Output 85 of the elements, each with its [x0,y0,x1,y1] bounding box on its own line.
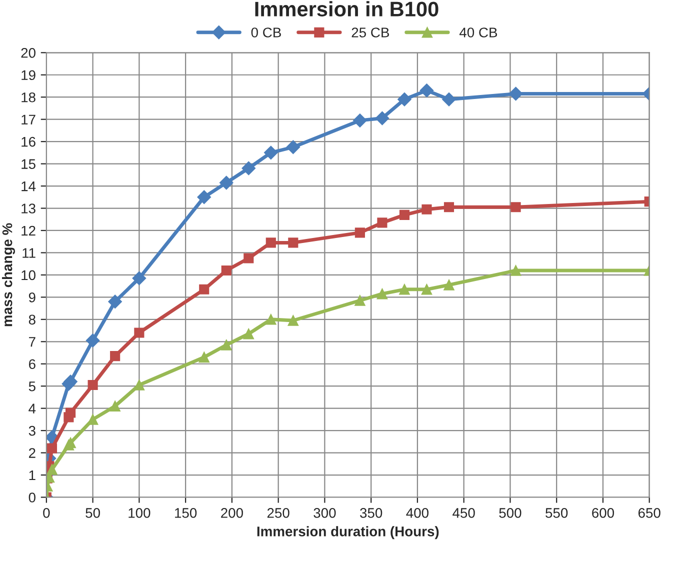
point [444,280,454,290]
y-tick-label: 6 [28,359,36,370]
y-tick-label: 4 [28,404,36,414]
y-tick-label: 18 [22,92,36,102]
point [354,295,366,306]
point [422,204,432,214]
point [510,265,522,276]
point [264,146,278,160]
x-tick-label: 450 [452,508,475,518]
x-tick-label: 250 [267,508,290,518]
x-tick-label: 300 [314,508,336,518]
point [377,218,388,228]
point [508,86,523,101]
point [110,351,120,362]
x-tick-label: 50 [86,508,100,518]
legend-label: 25 CB [352,28,389,38]
x-tick-label: 650 [638,508,660,518]
legend-label: 40 CB [459,28,498,38]
legend-label: 0 CB [251,28,281,38]
y-tick-label: 7 [29,337,36,347]
point [66,408,76,418]
x-tick-label: 500 [499,508,522,518]
point [376,288,388,300]
y-tick-label: 8 [28,314,36,325]
point [197,190,212,204]
point [242,161,256,176]
y-tick-label: 2 [28,448,36,458]
y-tick-label: 12 [22,226,36,236]
x-tick-label: 350 [360,508,382,518]
point [353,114,367,128]
point [288,238,298,248]
y-tick-label: 17 [22,114,36,124]
point [442,92,456,106]
point [219,176,234,190]
x-tick-label: 550 [546,508,568,518]
point [510,202,521,212]
point [421,284,432,295]
chart-title: Immersion in B100 [255,1,438,16]
y-tick-label: 10 [22,270,36,280]
y-tick-label: 16 [22,136,36,147]
point [286,140,300,154]
point [288,315,299,326]
point [244,253,254,264]
point [46,443,58,454]
y-tick-label: 15 [22,159,36,169]
point [198,352,210,363]
x-axis-title: Immersion duration (Hours) [257,526,439,540]
y-axis-title: mass change % [2,223,16,326]
y-tick-label: 19 [22,70,36,80]
point [399,284,410,295]
x-tick-label: 150 [175,508,197,518]
point [243,328,254,340]
x-tick-label: 400 [406,508,428,518]
point [266,314,276,325]
point [266,238,276,248]
x-tick-label: 0 [43,508,50,518]
y-tick-label: 11 [22,248,36,258]
point [110,400,120,412]
point [354,228,365,238]
point [88,380,98,390]
point [134,328,144,338]
y-tick-label: 13 [22,204,36,214]
x-tick-label: 200 [221,508,243,518]
point [375,111,390,126]
y-tick-label: 20 [21,48,36,58]
point [86,334,100,348]
point [420,84,434,98]
point [398,92,412,106]
y-tick-label: 5 [28,382,36,392]
point [399,210,410,220]
y-tick-label: 14 [22,182,36,192]
x-tick-label: 100 [128,508,150,518]
point [108,294,122,309]
y-tick-label: 1 [29,470,36,480]
point [199,284,210,294]
y-tick-label: 9 [28,292,36,302]
point [220,340,232,350]
y-tick-label: 0 [28,492,36,502]
point [221,265,232,276]
x-tick-label: 600 [592,508,614,518]
y-tick-label: 3 [28,426,36,436]
point [87,414,98,425]
point [46,464,58,475]
point [444,202,454,212]
point [132,271,146,286]
